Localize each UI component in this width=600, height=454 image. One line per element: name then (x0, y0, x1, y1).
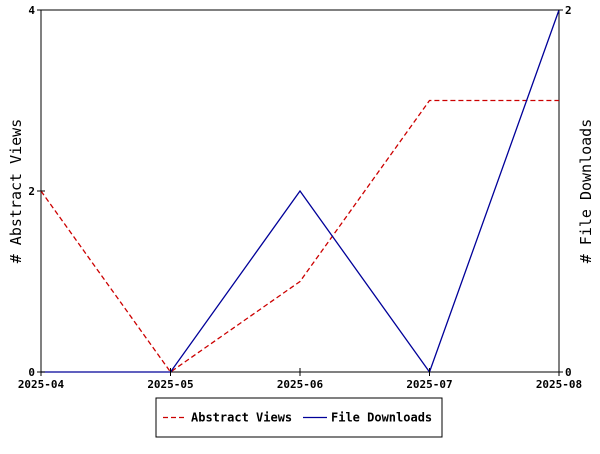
y-axis-title: # Abstract Views (7, 119, 25, 264)
y-tick-label: 2 (28, 185, 35, 198)
series-layer (40, 9, 560, 374)
legend-box (155, 397, 443, 438)
x-tick-label: 2025-04 (18, 378, 65, 391)
y2-tick-label: 0 (565, 366, 572, 379)
x-tick-label: 2025-07 (406, 378, 452, 391)
y2-tick-label: 2 (565, 4, 572, 17)
y2-axis-title: # File Downloads (577, 119, 595, 264)
series-line-abstract-views (40, 99, 559, 373)
x-tick-label: 2025-08 (536, 378, 582, 391)
legend-label-abstract-views: Abstract Views (191, 411, 292, 425)
y-tick-label: 4 (28, 4, 35, 17)
y-tick-label: 0 (28, 366, 35, 379)
series-line-file-downloads (41, 9, 560, 374)
x-tick-label: 2025-06 (277, 378, 324, 391)
legend: Abstract Views File Downloads (155, 397, 443, 438)
legend-label-file-downloads: File Downloads (331, 411, 432, 425)
tick-layer: 2025-04 2025-05 2025-06 2025-07 2025-0802402… (7, 4, 595, 391)
x-tick-label: 2025-05 (147, 378, 193, 391)
